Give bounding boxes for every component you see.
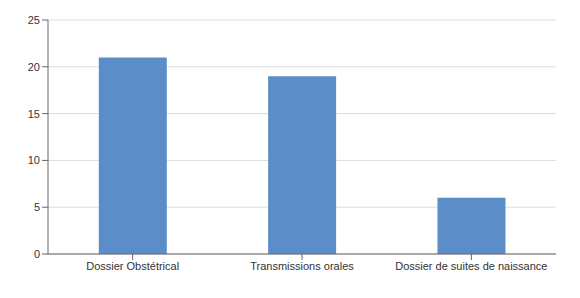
svg-text:10: 10: [28, 154, 40, 166]
svg-text:25: 25: [28, 14, 40, 26]
svg-text:5: 5: [34, 201, 40, 213]
svg-text:0: 0: [34, 248, 40, 260]
svg-text:20: 20: [28, 61, 40, 73]
svg-text:15: 15: [28, 108, 40, 120]
svg-text:Dossier Obstétrical: Dossier Obstétrical: [86, 260, 179, 272]
svg-text:Dossier de suites de naissance: Dossier de suites de naissance: [395, 260, 547, 272]
svg-text:Transmissions orales: Transmissions orales: [250, 260, 354, 272]
